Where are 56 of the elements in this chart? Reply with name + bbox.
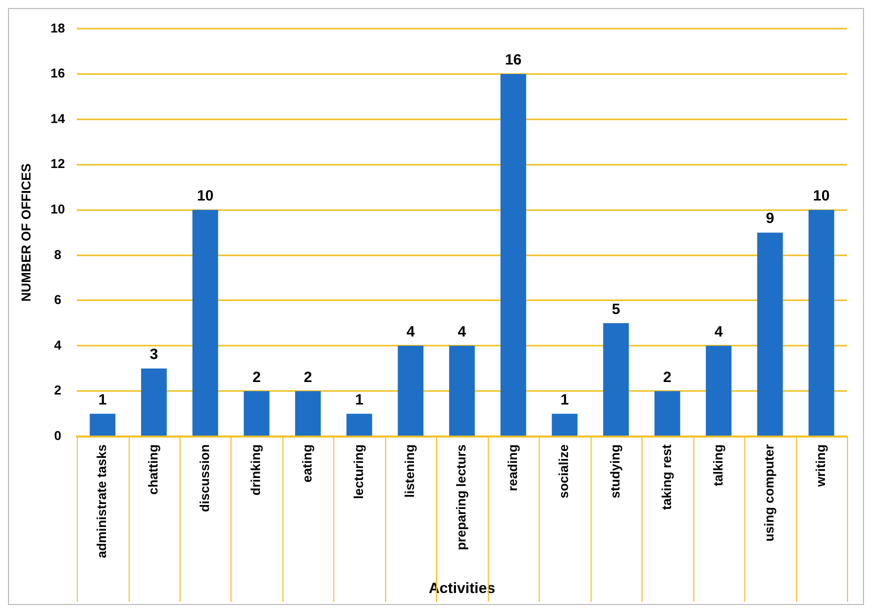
data-label: 2 (304, 368, 312, 386)
bar (449, 346, 475, 436)
bar (757, 232, 783, 436)
bar (500, 74, 526, 436)
data-label: 10 (813, 188, 830, 205)
y-tick-label: 0 (54, 428, 62, 443)
x-tick-label: writing (812, 444, 828, 488)
x-tick-label: administrate tasks (94, 444, 110, 558)
x-tick-label: talking (710, 444, 726, 486)
bar (244, 391, 270, 436)
y-tick-label: 4 (54, 337, 62, 352)
data-label: 2 (663, 368, 672, 386)
data-label: 4 (714, 323, 724, 340)
y-tick-label: 16 (50, 66, 65, 81)
data-label: 16 (504, 52, 522, 69)
x-tick-label: studying (608, 444, 623, 498)
bar (552, 414, 578, 436)
bar (141, 368, 167, 436)
data-label: 1 (98, 391, 107, 408)
bar (295, 391, 321, 436)
bar (603, 323, 629, 436)
data-label: 3 (150, 346, 158, 364)
bar (346, 414, 372, 436)
y-tick-label: 2 (54, 382, 62, 398)
data-label: 9 (766, 210, 774, 228)
x-tick-label: reading (504, 444, 520, 492)
bar (654, 391, 680, 436)
x-tick-label: taking rest (658, 444, 674, 510)
x-tick-label: lecturing (350, 444, 366, 500)
x-tick-label: discussion (196, 444, 212, 512)
x-tick-label: drinking (248, 444, 264, 496)
data-label: 2 (252, 368, 261, 386)
data-label: 4 (406, 323, 416, 340)
y-tick-label: 14 (50, 110, 66, 126)
bar (90, 414, 116, 436)
y-tick-label: 6 (54, 292, 62, 308)
y-tick-label: 18 (50, 20, 65, 36)
y-tick-label: 10 (50, 201, 65, 216)
data-label: 1 (355, 391, 364, 408)
y-tick-label: 8 (54, 246, 62, 262)
x-tick-label: listening (402, 444, 418, 498)
x-tick-label: preparing lecturs (454, 444, 469, 550)
x-tick-label: using computer (762, 444, 777, 542)
bar (398, 346, 424, 436)
data-label: 1 (560, 391, 569, 408)
x-tick-label: eating (300, 444, 315, 483)
bar (192, 210, 218, 436)
y-tick-label: 12 (50, 156, 65, 172)
x-tick-label: socialize (556, 444, 572, 498)
bar (706, 346, 732, 436)
data-label: 4 (458, 323, 467, 340)
y-axis-title: NUMBER OF OFFICES (18, 163, 34, 302)
data-label: 5 (612, 300, 620, 318)
x-tick-label: chatting (145, 444, 160, 495)
bar (808, 210, 834, 436)
data-label: 10 (196, 188, 214, 205)
